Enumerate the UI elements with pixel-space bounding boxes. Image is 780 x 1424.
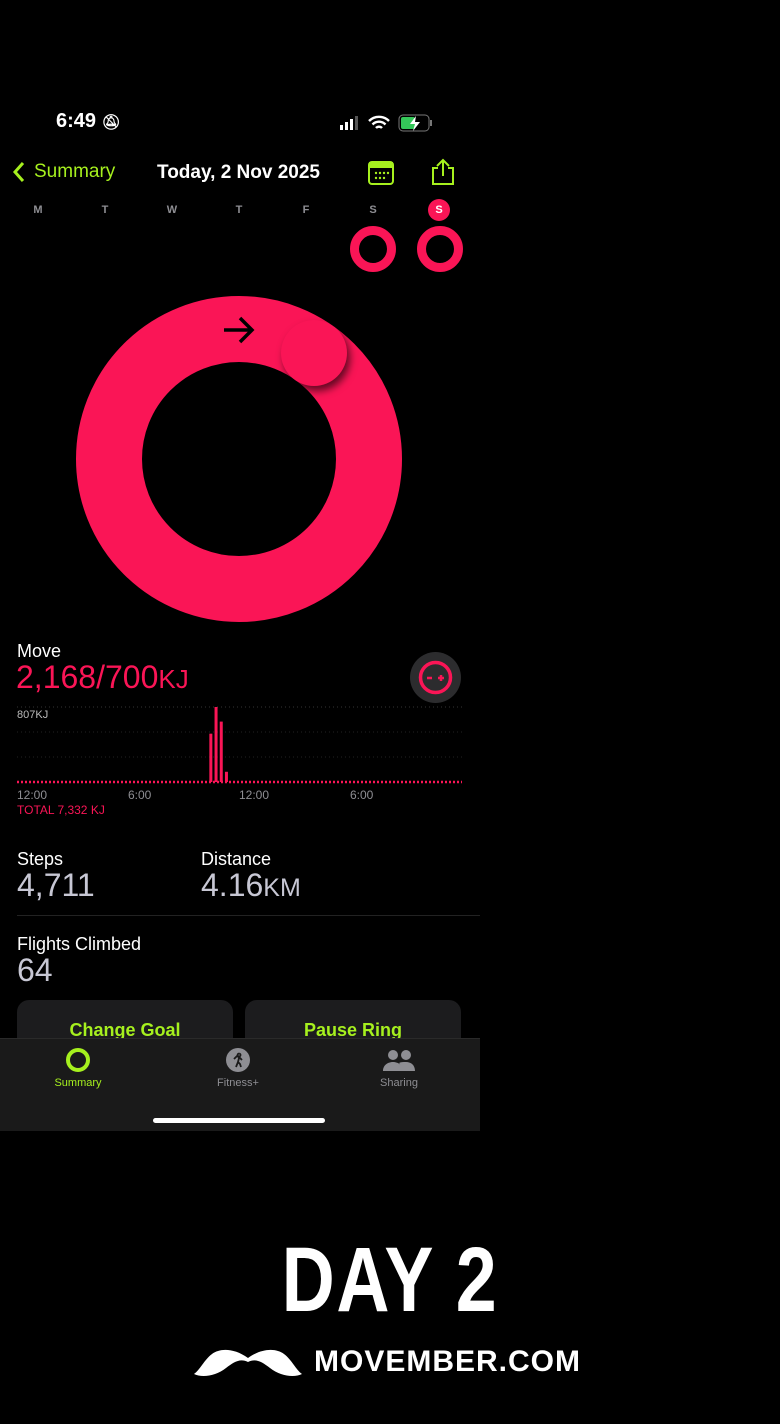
brand-text: MOVEMBER.COM bbox=[314, 1345, 581, 1378]
moustache-icon bbox=[194, 1349, 302, 1376]
running-figure-icon bbox=[226, 1048, 250, 1072]
flights-label: Flights Climbed bbox=[17, 934, 142, 954]
day-fri[interactable]: F bbox=[302, 204, 310, 216]
chart-max-label: 807KJ bbox=[17, 709, 49, 721]
home-indicator bbox=[153, 1118, 325, 1123]
chart-bar-3 bbox=[224, 771, 228, 782]
wifi-icon bbox=[368, 115, 390, 129]
share-icon[interactable] bbox=[431, 158, 455, 186]
distance-amount: 4.16 bbox=[201, 867, 264, 903]
divider bbox=[17, 915, 480, 916]
ring-sat[interactable] bbox=[350, 226, 396, 272]
brand: MOVEMBER.COM bbox=[192, 1344, 581, 1380]
overlay-title: DAY 2 bbox=[281, 1229, 499, 1331]
tab-summary[interactable]: Summary bbox=[18, 1039, 138, 1089]
day-thu[interactable]: T bbox=[235, 204, 243, 216]
steps-label: Steps bbox=[17, 849, 64, 869]
ring-sun[interactable] bbox=[417, 226, 463, 272]
arrow-right-icon bbox=[224, 316, 255, 344]
calendar-icon[interactable] bbox=[368, 161, 394, 185]
day-mon[interactable]: M bbox=[33, 204, 43, 216]
chart-bar-2 bbox=[219, 721, 223, 782]
tab-label: Summary bbox=[54, 1077, 102, 1089]
distance-value: 4.16KM bbox=[201, 867, 301, 904]
move-value: 2,168/700KJ bbox=[16, 659, 189, 696]
day-wed[interactable]: W bbox=[166, 204, 178, 216]
tab-sharing[interactable]: Sharing bbox=[339, 1039, 459, 1089]
status-time: 6:49 🔕︎ bbox=[56, 110, 121, 133]
people-icon bbox=[383, 1050, 415, 1071]
bell-slash-icon: 🔕︎ bbox=[101, 114, 121, 131]
chart-total: TOTAL 7,332 KJ bbox=[17, 803, 105, 817]
page-title: Today, 2 Nov 2025 bbox=[157, 162, 320, 183]
x-tick-3: 6:00 bbox=[350, 788, 374, 802]
tab-bar: Summary Fitness+ Sharing bbox=[0, 1038, 480, 1131]
day-tue[interactable]: T bbox=[101, 204, 109, 216]
move-chart bbox=[17, 706, 462, 784]
tab-fitness-plus[interactable]: Fitness+ bbox=[178, 1039, 298, 1089]
x-tick-0: 12:00 bbox=[17, 788, 48, 802]
adjust-goal-button[interactable] bbox=[410, 652, 461, 703]
move-unit: KJ bbox=[158, 664, 189, 694]
status-icons bbox=[340, 114, 434, 132]
tab-label: Sharing bbox=[380, 1077, 418, 1089]
distance-unit: KM bbox=[263, 874, 301, 902]
move-ring bbox=[76, 296, 402, 622]
steps-value: 4,711 bbox=[17, 867, 95, 903]
minus-plus-icon bbox=[418, 660, 453, 695]
back-label: Summary bbox=[34, 161, 116, 182]
move-amount: 2,168/700 bbox=[16, 659, 159, 695]
day-sat[interactable]: S bbox=[369, 204, 377, 216]
x-tick-2: 12:00 bbox=[239, 788, 270, 802]
activity-ring-icon bbox=[66, 1048, 90, 1072]
back-button[interactable]: Summary bbox=[12, 161, 115, 183]
chart-bar-0 bbox=[209, 733, 213, 782]
time: 6:49 bbox=[56, 110, 97, 132]
battery-charging-icon bbox=[398, 114, 432, 132]
chevron-left-icon bbox=[12, 162, 25, 182]
day-sun-selected[interactable]: S bbox=[428, 199, 450, 221]
distance-label: Distance bbox=[201, 849, 272, 869]
signal-icon bbox=[340, 116, 358, 130]
tab-label: Fitness+ bbox=[217, 1077, 259, 1089]
move-label: Move bbox=[17, 641, 62, 661]
chart-bar-1 bbox=[214, 707, 218, 782]
x-tick-1: 6:00 bbox=[128, 788, 152, 802]
flights-value: 64 bbox=[17, 952, 53, 988]
